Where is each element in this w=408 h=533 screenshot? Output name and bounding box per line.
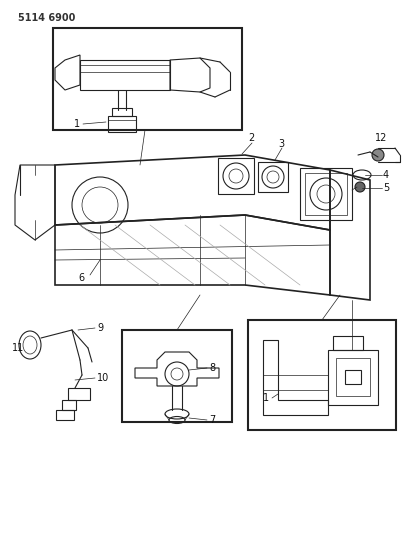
Bar	[108, 116, 136, 132]
Bar	[56, 410, 74, 420]
Text: 1: 1	[74, 119, 80, 129]
Bar	[68, 388, 90, 400]
Bar	[218, 158, 254, 194]
Bar	[112, 108, 132, 116]
Bar	[258, 162, 288, 192]
Text: 8: 8	[209, 363, 215, 373]
Bar	[345, 370, 361, 384]
Bar	[305, 173, 347, 215]
Text: 3: 3	[278, 139, 284, 149]
Text: 10: 10	[97, 373, 109, 383]
Text: 1: 1	[263, 393, 269, 403]
Text: 6: 6	[78, 273, 84, 283]
Bar	[53, 28, 242, 130]
Text: 4: 4	[383, 170, 389, 180]
Text: 5: 5	[383, 183, 389, 193]
Bar	[333, 336, 363, 350]
Circle shape	[372, 149, 384, 161]
Bar	[122, 330, 232, 422]
Text: 5114 6900: 5114 6900	[18, 13, 75, 23]
Bar	[62, 400, 76, 410]
Text: 12: 12	[375, 133, 387, 143]
Text: 7: 7	[209, 415, 215, 425]
Text: 2: 2	[248, 133, 254, 143]
Bar	[300, 168, 352, 220]
Text: 9: 9	[97, 323, 103, 333]
Circle shape	[355, 182, 365, 192]
Bar	[328, 350, 378, 405]
Bar	[336, 358, 370, 396]
Text: 11: 11	[12, 343, 24, 353]
Bar	[248, 320, 396, 430]
